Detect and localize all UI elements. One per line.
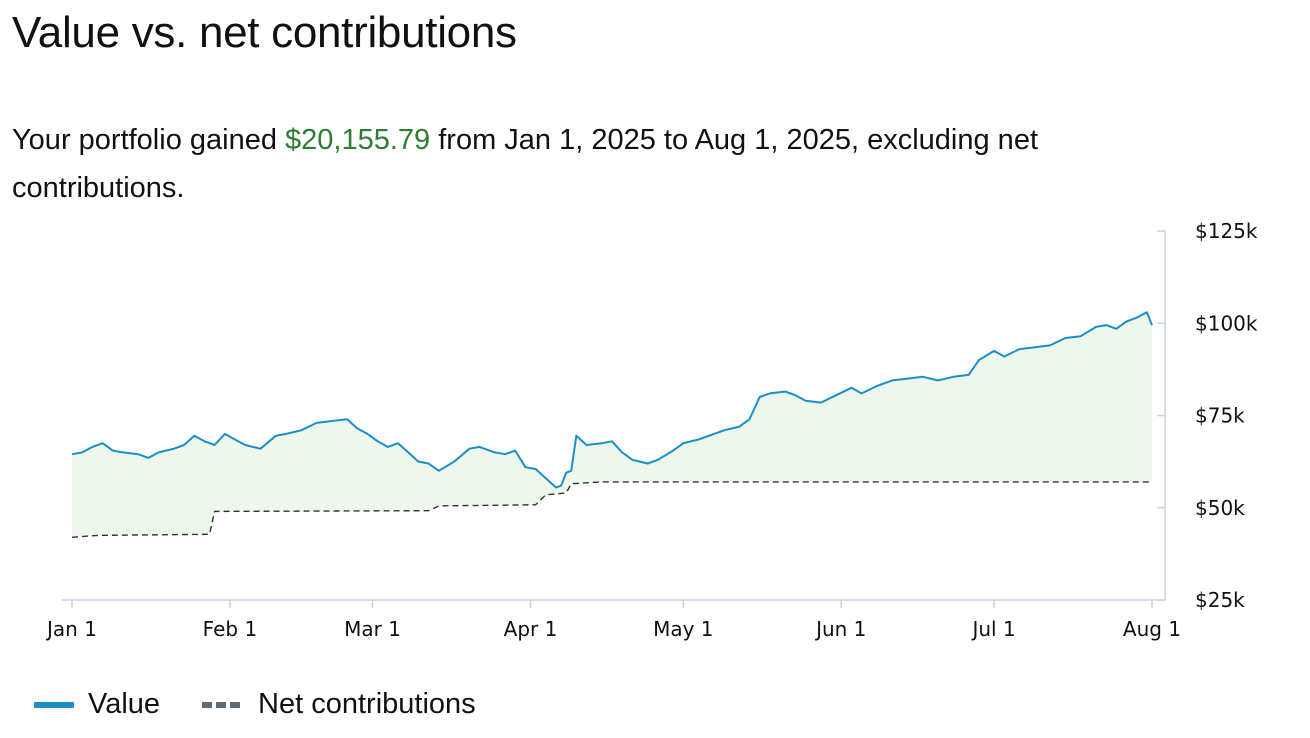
summary-suffix: from Jan 1, 2025 to Aug 1, 2025, excludi…	[12, 124, 1038, 204]
legend-contrib-label: Net contributions	[258, 688, 476, 720]
net-contributions-line	[71, 481, 1152, 538]
x-tick-label: Mar 1	[344, 617, 401, 641]
x-tick-label: Jan 1	[45, 617, 97, 641]
x-tick-label: May 1	[653, 617, 713, 641]
gain-summary: Your portfolio gained $20,155.79 from Ja…	[12, 116, 1212, 212]
x-tick-label: Jun 1	[814, 617, 866, 641]
legend-value-label: Value	[88, 688, 161, 720]
gain-amount: $20,155.79	[285, 124, 431, 156]
net-contributions-swatch	[202, 701, 244, 708]
x-tick-label: Jul 1	[970, 617, 1015, 641]
legend: Value Net contributions	[34, 688, 518, 721]
summary-prefix: Your portfolio gained	[12, 124, 286, 156]
y-tick-label: $125k	[1195, 219, 1258, 243]
x-axis: Jan 1 Feb 1 Mar 1 Apr 1 May 1 Jun 1 Jul 1 Aug 1	[45, 599, 1181, 641]
x-tick-label: Apr 1	[504, 617, 558, 641]
legend-item-value[interactable]: Value	[34, 688, 160, 721]
portfolio-chart: Jan 1 Feb 1 Mar 1 Apr 1 May 1 Jun 1 Jul 1 Aug 1…	[45, 219, 1258, 641]
y-tick-label: $100k	[1195, 311, 1258, 335]
y-tick-label: $75k	[1195, 404, 1245, 428]
chart-title: Value vs. net contributions	[12, 8, 517, 57]
value-swatch	[34, 701, 74, 708]
value-area	[72, 312, 1152, 538]
y-tick-label: $50k	[1195, 496, 1245, 520]
y-axis: $125k $100k $75k $50k $25k	[1157, 219, 1258, 612]
legend-item-net-contributions[interactable]: Net contributions	[202, 688, 476, 721]
value-line	[71, 311, 1153, 489]
x-tick-label: Aug 1	[1123, 617, 1181, 641]
x-tick-label: Feb 1	[203, 617, 258, 641]
y-tick-label: $25k	[1195, 588, 1245, 612]
